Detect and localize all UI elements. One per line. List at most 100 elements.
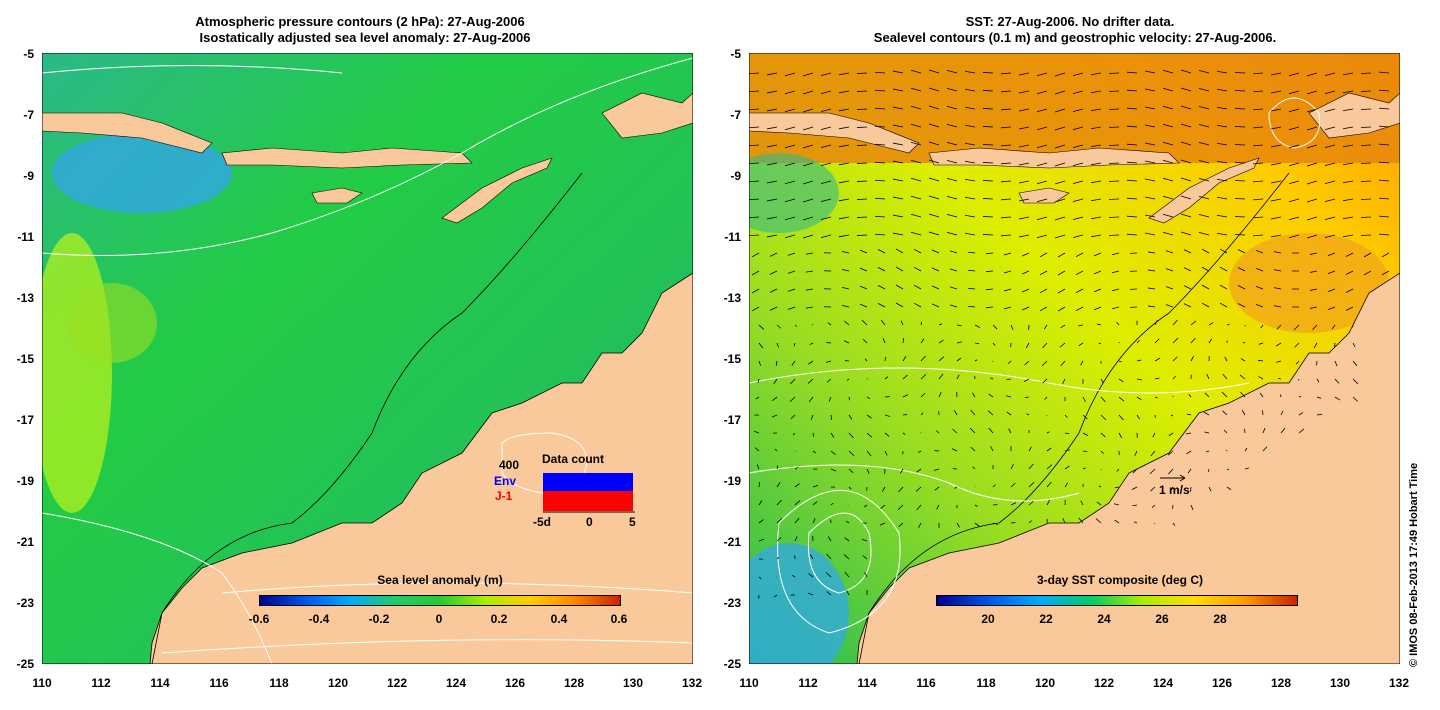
velocity-arrow xyxy=(967,269,976,272)
left-colorbar xyxy=(259,595,621,606)
pressure-contour-4 xyxy=(221,582,693,594)
velocity-arrow xyxy=(974,504,978,507)
velocity-arrow xyxy=(1198,69,1210,74)
velocity-arrow xyxy=(812,432,814,437)
right-lon-tick: 124 xyxy=(1152,676,1174,690)
velocity-arrow xyxy=(971,392,976,398)
velocity-arrow xyxy=(1306,144,1318,149)
velocity-arrow xyxy=(1100,378,1104,384)
velocity-arrow xyxy=(749,72,760,75)
velocity-arrow xyxy=(1198,105,1210,110)
velocity-arrow xyxy=(1090,90,1102,94)
velocity-arrow xyxy=(820,180,832,185)
velocity-arrow xyxy=(946,141,958,146)
velocity-arrow xyxy=(838,144,850,148)
velocity-arrow xyxy=(956,522,960,528)
velocity-arrow xyxy=(1298,412,1304,416)
velocity-arrow xyxy=(964,142,976,146)
velocity-arrow xyxy=(1046,431,1050,434)
velocity-arrow xyxy=(774,448,778,452)
velocity-arrow xyxy=(928,213,940,218)
velocity-arrow xyxy=(1172,504,1174,510)
velocity-arrow xyxy=(776,556,780,560)
velocity-arrow xyxy=(985,288,994,291)
velocity-arrow xyxy=(1154,357,1161,362)
velocity-arrow xyxy=(848,468,854,473)
velocity-arrow xyxy=(1270,72,1282,76)
velocity-arrow xyxy=(1352,360,1358,367)
velocity-arrow xyxy=(820,108,832,113)
velocity-arrow xyxy=(928,69,940,74)
velocity-arrow xyxy=(794,483,800,488)
velocity-arrow xyxy=(992,484,996,488)
timor-island xyxy=(441,157,553,224)
velocity-arrow xyxy=(1244,467,1250,470)
right-title-line1: SST: 27-Aug-2006. No drifter data. xyxy=(965,14,1175,29)
right-colorbar xyxy=(936,595,1298,606)
velocity-arrow xyxy=(1167,450,1174,456)
velocity-arrow xyxy=(1162,69,1174,74)
velocity-arrow xyxy=(1324,198,1336,203)
velocity-arrow xyxy=(1309,270,1318,273)
velocity-arrow xyxy=(1162,231,1174,236)
velocity-arrow xyxy=(773,378,778,384)
velocity-arrow xyxy=(970,446,976,452)
velocity-arrow xyxy=(1144,70,1156,74)
velocity-arrow xyxy=(949,286,958,290)
islands-north xyxy=(749,112,920,154)
velocity-arrow xyxy=(769,288,778,293)
velocity-arrow xyxy=(1324,234,1336,239)
velocity-arrow xyxy=(931,249,940,254)
velocity-arrow xyxy=(1252,198,1264,201)
velocity-arrow xyxy=(1154,319,1158,326)
velocity-arrow xyxy=(1186,413,1192,416)
velocity-arrow xyxy=(749,198,760,201)
velocity-arrow xyxy=(809,554,814,560)
velocity-arrow xyxy=(1036,108,1048,113)
velocity-arrow xyxy=(758,519,764,524)
velocity-arrow xyxy=(825,360,832,363)
velocity-arrow xyxy=(964,214,976,218)
velocity-arrow xyxy=(807,378,814,384)
inset-xtick-2: 0 xyxy=(586,515,593,529)
velocity-arrow xyxy=(1180,87,1192,92)
velocity-arrow xyxy=(1273,305,1282,308)
pressure-contour-6 xyxy=(501,432,588,494)
velocity-arrow xyxy=(1309,306,1318,309)
velocity-arrow xyxy=(1072,162,1084,167)
velocity-arrow xyxy=(1095,518,1102,524)
velocity-arrow xyxy=(1046,447,1052,452)
flores-island xyxy=(221,147,473,169)
velocity-arrow xyxy=(928,123,940,128)
velocity-arrow xyxy=(1036,144,1048,149)
velocity-arrow xyxy=(1224,356,1228,362)
velocity-arrow xyxy=(1126,179,1138,182)
velocity-arrow xyxy=(766,162,778,166)
velocity-arrow xyxy=(776,465,778,470)
velocity-arrow xyxy=(982,72,994,74)
velocity-arrow xyxy=(1126,197,1138,200)
velocity-arrow xyxy=(1223,429,1228,434)
velocity-arrow xyxy=(769,252,778,257)
velocity-arrow xyxy=(1288,144,1300,149)
velocity-arrow xyxy=(892,106,904,110)
velocity-arrow xyxy=(838,180,850,184)
left-lon-tick: 116 xyxy=(209,676,229,690)
velocity-arrow xyxy=(1096,501,1102,506)
velocity-arrow xyxy=(844,537,850,542)
velocity-arrow xyxy=(812,450,817,454)
velocity-arrow xyxy=(1183,267,1192,272)
velocity-arrow xyxy=(1057,288,1066,294)
velocity-arrow xyxy=(970,409,976,416)
velocity-arrow xyxy=(928,195,940,200)
velocity-arrow xyxy=(934,486,940,491)
velocity-arrow xyxy=(859,303,868,308)
velocity-arrow xyxy=(856,216,868,218)
left-lat-tick: -7 xyxy=(23,108,34,122)
velocity-arrow xyxy=(856,108,868,110)
velocity-arrow xyxy=(1108,216,1120,218)
velocity-arrow xyxy=(1054,108,1066,113)
sealevel-contour-4 xyxy=(749,367,1250,394)
velocity-arrow xyxy=(1252,144,1264,147)
velocity-arrow xyxy=(1180,69,1192,74)
